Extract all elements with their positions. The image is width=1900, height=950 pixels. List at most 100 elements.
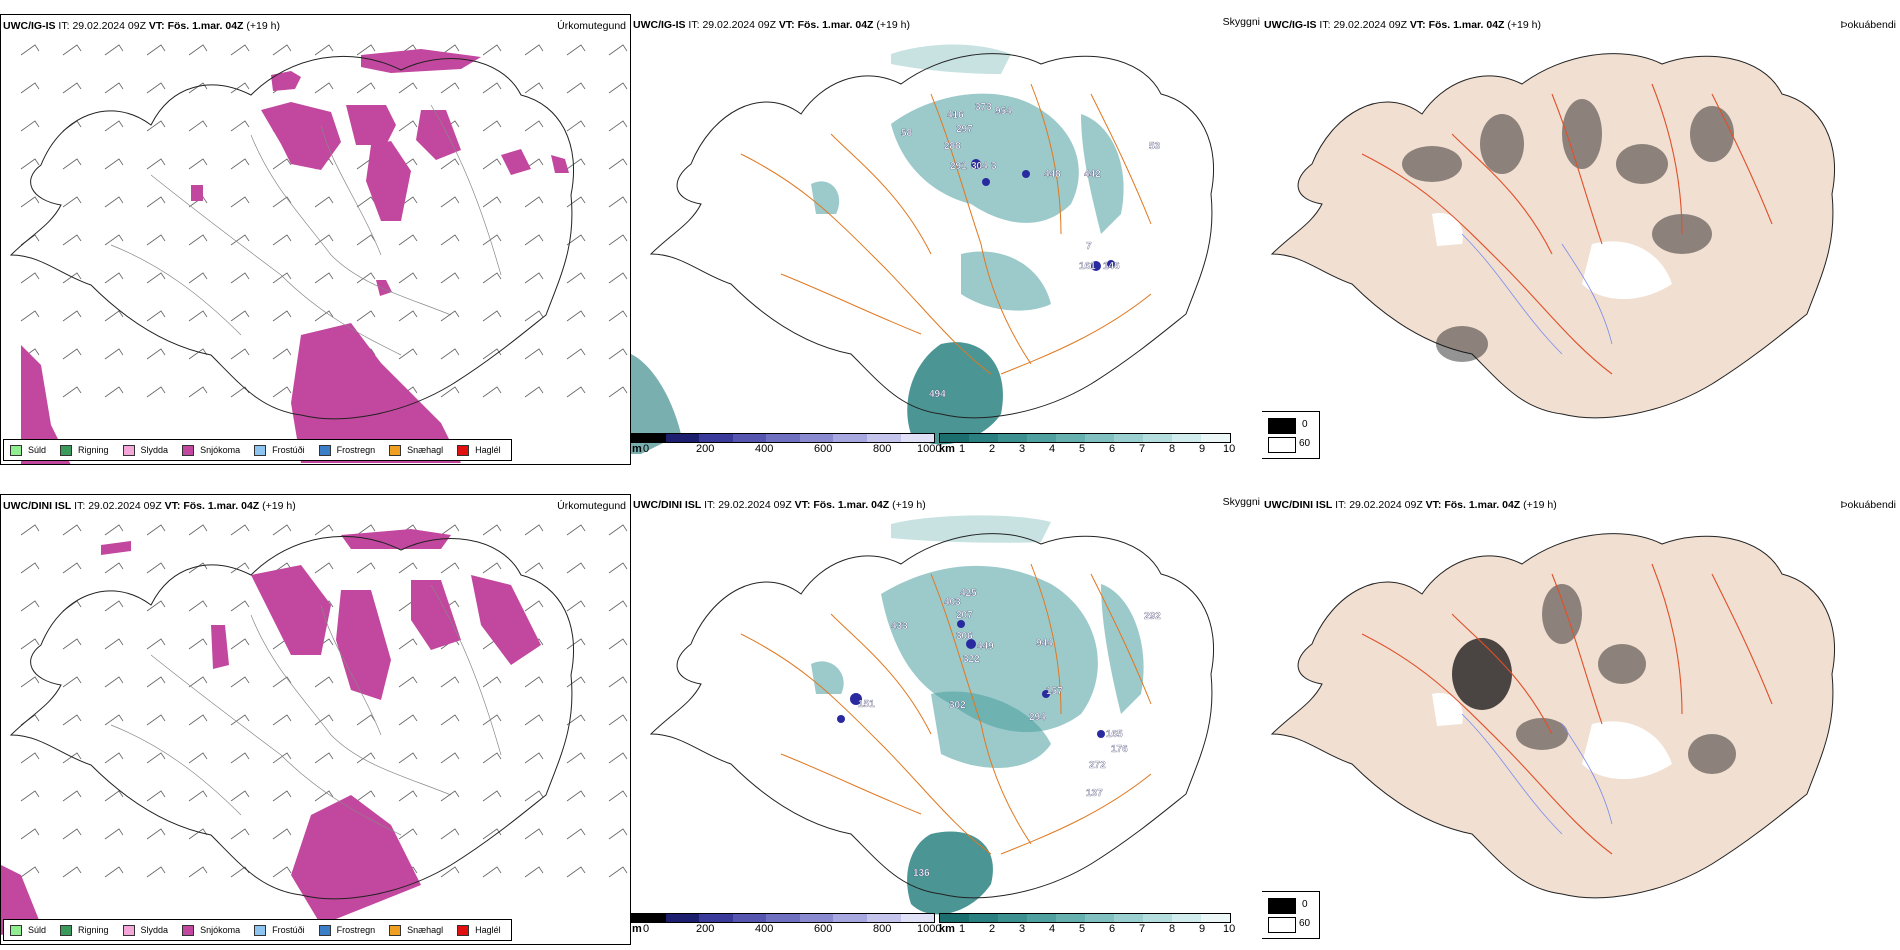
wind-barb — [398, 562, 418, 574]
wind-barb — [104, 866, 124, 878]
wind-barb — [104, 386, 124, 398]
km-tick: 3 — [1019, 923, 1026, 935]
visibility-value-label: 433 — [891, 621, 908, 632]
visibility-meters-bar — [631, 433, 935, 443]
wind-barb — [566, 600, 586, 612]
wind-barb — [482, 714, 502, 726]
wind-barb — [230, 866, 250, 878]
wind-barb — [314, 676, 334, 688]
rivers — [1461, 233, 1613, 355]
wind-barb — [608, 44, 628, 56]
wind-barb — [398, 348, 418, 360]
legend-swatch — [60, 924, 73, 936]
precip-map — [9, 44, 628, 464]
wind-barb — [314, 524, 334, 536]
wind-barb — [230, 310, 250, 322]
wind-barb — [524, 676, 544, 688]
wind-barb — [482, 44, 502, 56]
visibility-meters-bar — [631, 913, 935, 923]
legend-label: 0 — [1302, 419, 1308, 430]
precip-legend: Súld Rigning Slydda Snjókoma Frostúði Fr… — [3, 439, 512, 461]
visibility-value-label: 442 — [1084, 169, 1101, 180]
legend-label: Frostregn — [336, 445, 376, 455]
wind-barb — [62, 638, 82, 650]
wind-barb — [230, 82, 250, 94]
wind-barb — [482, 562, 502, 574]
wind-barb — [566, 752, 586, 764]
legend-swatch — [1268, 917, 1296, 933]
wind-barb — [440, 158, 460, 170]
wind-barb — [104, 310, 124, 322]
panel-header: UWC/IG-IS IT: 29.02.2024 09Z VT: Fös. 1.… — [1264, 19, 1541, 31]
wind-barb — [272, 866, 292, 878]
wind-barb — [566, 310, 586, 322]
wind-barb — [608, 158, 628, 170]
wind-barb — [440, 234, 460, 246]
wind-barb — [398, 752, 418, 764]
wind-barb — [62, 562, 82, 574]
iceland-coastline — [9, 535, 575, 900]
wind-barb — [20, 562, 40, 574]
wind-barb — [566, 676, 586, 688]
visibility-value-label: 449 — [977, 641, 994, 652]
wind-barb — [146, 348, 166, 360]
low-visibility-spots — [837, 620, 1105, 738]
wind-barb — [104, 714, 124, 726]
meters-tick: 1000 — [917, 923, 942, 935]
legend-swatch — [10, 444, 22, 456]
wind-barb — [566, 234, 586, 246]
wind-barb — [608, 272, 628, 284]
wind-barb — [524, 82, 544, 94]
wind-barb — [398, 638, 418, 650]
visibility-value-label: 954 — [995, 106, 1012, 117]
fog-index-legend: 0 60 — [1262, 411, 1320, 459]
wind-barb — [230, 828, 250, 840]
km-tick: 1 — [959, 443, 966, 455]
wind-barb — [146, 234, 166, 246]
legend-swatch — [389, 924, 402, 936]
fog-index-panel-top: UWC/IG-IS IT: 29.02.2024 09Z VT: Fös. 1.… — [1262, 14, 1900, 465]
rivers — [1461, 713, 1613, 835]
wind-barb — [62, 196, 82, 208]
km-tick: 9 — [1199, 923, 1206, 935]
wind-barb — [230, 600, 250, 612]
wind-barb — [608, 386, 628, 398]
km-tick: 10 — [1223, 443, 1236, 455]
wind-barb — [20, 120, 40, 132]
wind-barb — [314, 310, 334, 322]
wind-barb — [608, 82, 628, 94]
wind-barb — [146, 866, 166, 878]
wind-barb — [20, 82, 40, 94]
wind-barb — [272, 562, 292, 574]
km-unit-label: km — [939, 443, 955, 455]
panel-title: Þokuábendi — [1840, 499, 1896, 511]
wind-barb — [62, 790, 82, 802]
wind-barb — [104, 44, 124, 56]
iceland-coastline — [649, 53, 1215, 419]
glacier-areas — [1432, 213, 1672, 299]
wind-barb — [104, 272, 124, 284]
wind-barb — [608, 120, 628, 132]
wind-barb — [62, 386, 82, 398]
wind-barb — [398, 828, 418, 840]
legend-swatch — [122, 444, 135, 456]
wind-barb — [272, 234, 292, 246]
wind-barb — [608, 348, 628, 360]
wind-barb — [566, 714, 586, 726]
visibility-shading — [811, 515, 1144, 915]
legend-label: 60 — [1299, 918, 1311, 929]
visibility-value-label: 403 — [944, 597, 961, 608]
wind-barb — [482, 120, 502, 132]
wind-barb — [314, 234, 334, 246]
visibility-panel-bottom: UWC/DINI ISL IT: 29.02.2024 09Z VT: Fös.… — [631, 494, 1262, 945]
wind-barb — [62, 752, 82, 764]
road-network — [110, 584, 502, 836]
legend-label: Rigning — [78, 445, 109, 455]
legend-label: 60 — [1299, 438, 1311, 449]
wind-barb — [146, 196, 166, 208]
legend-label: Súld — [28, 925, 47, 935]
meters-tick: 800 — [873, 923, 892, 935]
km-tick: 4 — [1049, 443, 1056, 455]
wind-barb — [398, 790, 418, 802]
wind-barb — [188, 638, 208, 650]
